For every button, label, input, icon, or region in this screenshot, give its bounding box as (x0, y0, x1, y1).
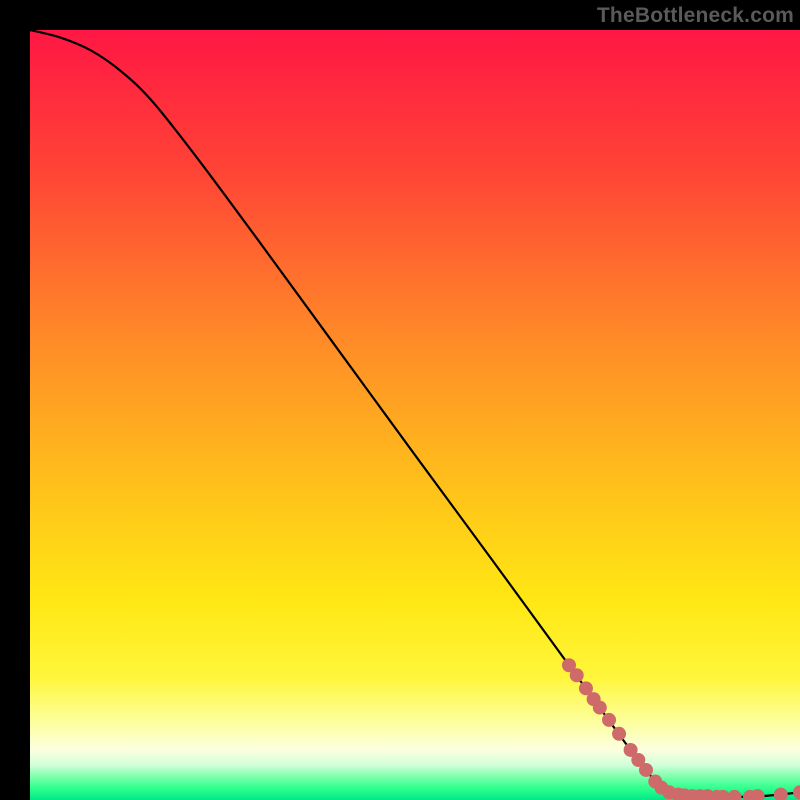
watermark-text: TheBottleneck.com (597, 4, 794, 28)
gradient-background (30, 30, 800, 800)
plot-area (30, 30, 800, 800)
